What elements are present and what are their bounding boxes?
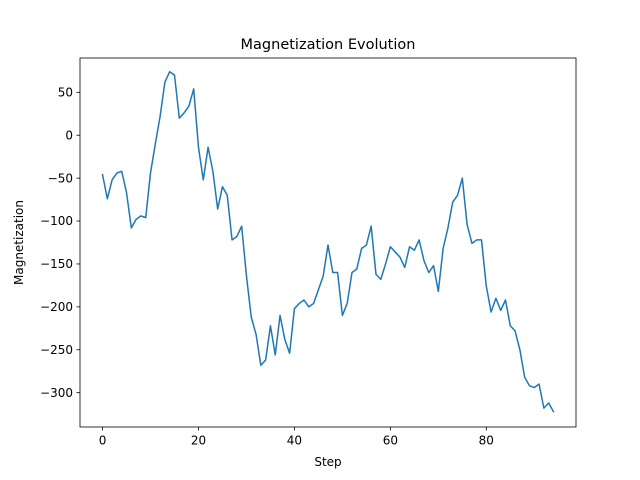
y-tick-label: 50 xyxy=(58,86,73,100)
axes-frame xyxy=(79,57,577,428)
chart-title: Magnetization Evolution xyxy=(241,37,416,53)
y-axis-label: Magnetization xyxy=(12,200,26,285)
x-tick-label: 60 xyxy=(383,434,398,448)
x-tick-label: 40 xyxy=(287,434,302,448)
y-tick-label: −100 xyxy=(40,214,73,228)
y-tick-label: −200 xyxy=(40,300,73,314)
y-tick-label: −250 xyxy=(40,343,73,357)
x-tick-label: 80 xyxy=(479,434,494,448)
plot-area xyxy=(101,70,555,413)
x-axis-label: Step xyxy=(314,455,341,469)
x-tick-label: 20 xyxy=(191,434,206,448)
y-tick-label: −150 xyxy=(40,257,73,271)
y-tick-label: −300 xyxy=(40,386,73,400)
series-line-0 xyxy=(101,70,555,413)
y-tick-label: 0 xyxy=(65,128,73,142)
y-tick-label: −50 xyxy=(48,171,73,185)
x-axis: 0 20 40 60 80 xyxy=(99,427,494,448)
x-tick-label: 0 xyxy=(99,434,107,448)
y-axis: 50 0 −50 −100 −150 −200 −250 −300 xyxy=(40,86,80,400)
